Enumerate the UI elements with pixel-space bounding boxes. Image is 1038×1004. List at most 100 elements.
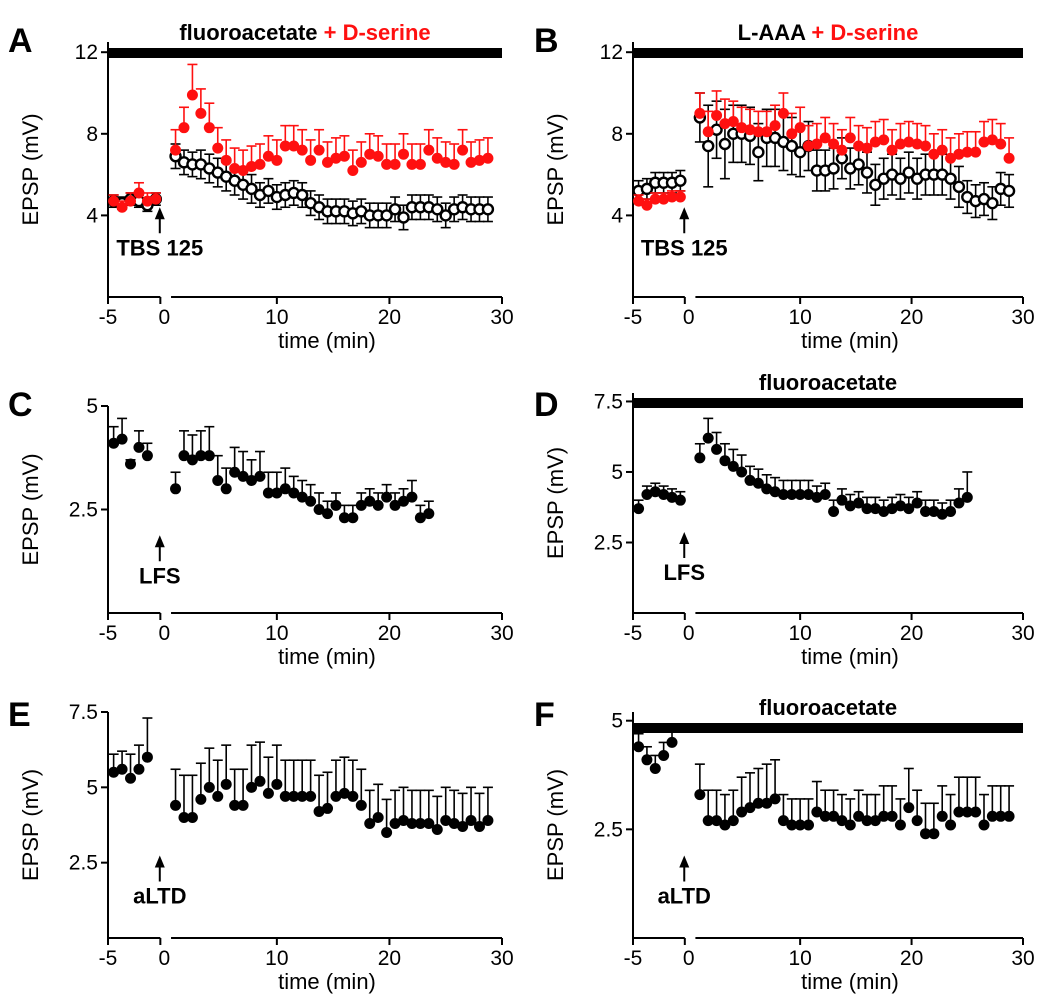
data-point — [237, 165, 249, 177]
x-tick-label: 30 — [490, 947, 513, 970]
data-point — [903, 136, 915, 148]
drug-label-segment: + D-serine — [324, 20, 431, 45]
data-point — [970, 806, 982, 818]
data-point — [229, 799, 241, 811]
data-point — [322, 508, 334, 520]
data-point — [811, 491, 823, 503]
x-axis: -5 0 10 20 30 time (min) — [99, 296, 514, 353]
x-tick-label: 0 — [683, 947, 695, 970]
data-point — [894, 819, 906, 831]
data-point — [108, 195, 120, 207]
data-point — [125, 772, 137, 784]
data-point — [364, 817, 376, 829]
data-point — [414, 158, 426, 170]
data-point — [279, 790, 291, 802]
data-point — [936, 144, 948, 156]
data-point — [237, 799, 249, 811]
data-point — [719, 819, 731, 831]
data-point — [388, 203, 402, 216]
data-point — [195, 107, 207, 119]
data-point — [116, 763, 128, 775]
x-axis: -5 0 10 20 30 time (min) — [624, 612, 1035, 669]
data-point — [108, 437, 120, 449]
data-point — [186, 811, 198, 823]
x-tick-label: 30 — [490, 622, 513, 645]
drug-application-bar — [108, 48, 502, 58]
data-point — [945, 819, 957, 831]
panel-letter: E — [8, 696, 31, 734]
y-tick-label: 8 — [86, 123, 98, 146]
data-point — [952, 180, 966, 194]
stimulus-arrow-head — [679, 207, 690, 220]
data-point — [372, 150, 384, 162]
data-point — [389, 499, 401, 511]
drug-application-bar — [633, 398, 1023, 408]
data-point — [212, 790, 224, 802]
data-point — [125, 458, 137, 470]
data-point — [928, 828, 940, 840]
data-point — [186, 89, 198, 101]
data-point — [305, 790, 317, 802]
data-point — [902, 166, 915, 179]
x-axis: -5 0 10 20 30 time (min) — [99, 937, 514, 994]
data-point — [786, 489, 798, 501]
y-tick-label: 12 — [75, 41, 98, 64]
data-point — [769, 486, 781, 498]
data-point — [920, 828, 931, 840]
data-point — [811, 138, 823, 150]
data-point — [347, 790, 359, 802]
data-point — [448, 817, 460, 829]
data-point — [674, 494, 686, 506]
data-point — [229, 162, 241, 174]
data-point — [886, 503, 898, 515]
data-point — [431, 152, 443, 164]
data-point — [347, 512, 359, 524]
data-point — [666, 191, 678, 203]
data-point — [322, 802, 334, 814]
x-tick-label: 10 — [265, 622, 288, 645]
data-point — [658, 193, 670, 205]
data-point — [141, 195, 153, 207]
data-point — [296, 790, 308, 802]
data-point — [928, 148, 940, 160]
data-point — [911, 815, 923, 827]
x-axis-title: time (min) — [801, 328, 899, 353]
x-tick-label: 30 — [1011, 622, 1034, 645]
x-axis: -5 0 10 20 30 time (min) — [99, 612, 514, 669]
data-point — [702, 139, 715, 153]
data-point — [794, 122, 806, 134]
data-point — [203, 122, 215, 134]
data-point — [978, 819, 990, 831]
y-axis-title: EPSP (mV) — [18, 113, 43, 225]
data-point — [330, 152, 342, 164]
data-point — [844, 500, 856, 512]
x-axis-title: time (min) — [801, 969, 899, 994]
data-point — [203, 781, 215, 793]
data-point — [271, 154, 283, 166]
data-point — [694, 107, 706, 119]
data-point — [246, 781, 258, 793]
data-point — [482, 152, 494, 164]
x-tick-label: 20 — [900, 306, 923, 329]
data-point — [141, 751, 153, 763]
data-point — [844, 132, 856, 144]
data-point — [305, 495, 317, 507]
x-tick-label: -5 — [99, 306, 118, 329]
y-axis: 2.5 5 EPSP (mV) — [543, 710, 634, 938]
drug-label-segment: fluoroacetate — [179, 20, 323, 45]
data-point — [853, 140, 865, 152]
data-point — [482, 814, 494, 826]
data-point — [811, 806, 823, 818]
data-point — [389, 817, 401, 829]
data-point — [170, 483, 182, 495]
data-point — [212, 142, 224, 154]
data-point — [727, 460, 739, 472]
data-point — [961, 146, 973, 158]
data-point — [271, 487, 283, 499]
data-point — [794, 489, 806, 501]
data-point — [150, 193, 162, 205]
y-axis: 4 8 12 EPSP (mV) — [18, 41, 109, 297]
data-point — [718, 137, 732, 151]
